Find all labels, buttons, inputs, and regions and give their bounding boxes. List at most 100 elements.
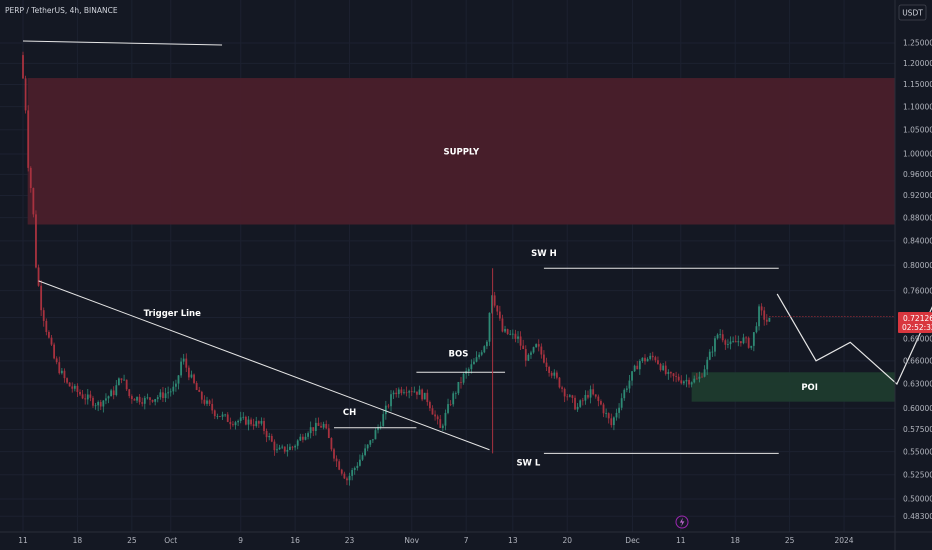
candle-body — [574, 397, 576, 410]
candle-body — [270, 436, 273, 442]
price-badge-bg — [898, 312, 932, 333]
candle-body — [286, 449, 289, 452]
candle-body — [138, 396, 141, 403]
y-tick-label: 0.60000 — [903, 404, 932, 413]
candle-body — [589, 389, 592, 398]
candle-body — [765, 319, 768, 322]
candle-body — [172, 386, 175, 392]
candle-body — [299, 436, 302, 441]
candle-body — [255, 421, 258, 427]
candle-body — [631, 371, 633, 381]
candle-body — [234, 422, 237, 426]
candle-body — [410, 391, 413, 393]
candle-body — [452, 393, 455, 405]
candle-body — [677, 376, 680, 381]
candle-body — [50, 337, 53, 345]
candle-body — [524, 349, 527, 361]
candle-body — [662, 365, 665, 370]
candle-body — [203, 399, 206, 404]
candle-body — [737, 341, 740, 343]
candle-body — [120, 378, 123, 380]
candle-body — [664, 365, 667, 374]
candle-body — [86, 394, 89, 400]
candle-body — [384, 405, 387, 415]
candle-body — [187, 367, 190, 378]
candle-body — [22, 55, 24, 79]
candle-body — [688, 379, 690, 385]
candle-body — [615, 412, 618, 418]
currency-button[interactable]: USDT — [898, 4, 927, 21]
candle-body — [460, 381, 462, 383]
candle-body — [395, 392, 398, 395]
candle-body — [527, 354, 530, 361]
y-tick-label: 1.25000 — [903, 39, 932, 48]
candle-body — [594, 394, 597, 397]
candle-body — [66, 378, 68, 383]
candle-body — [654, 357, 657, 361]
x-axis[interactable]: 11 18 25 Oct 9 16 23 Nov 7 13 20 Dec 11 18 25 2024 — [0, 531, 932, 545]
candle-body — [387, 405, 390, 407]
candle-body — [693, 378, 696, 383]
candle-body — [164, 393, 167, 399]
candle-body — [597, 396, 600, 402]
y-tick-label: 0.69000 — [903, 334, 932, 343]
candle-body — [680, 380, 683, 384]
y-tick-label: 0.80000 — [903, 261, 932, 270]
candle-body — [330, 438, 333, 450]
zones: SUPPLY POI — [27, 78, 896, 402]
candle-body — [550, 372, 553, 376]
candle-body — [537, 344, 540, 347]
y-tick-label: 0.66000 — [903, 357, 932, 366]
candle-body — [48, 331, 50, 338]
candle-body — [763, 310, 766, 320]
candle-body — [325, 423, 328, 429]
candle-body — [32, 188, 35, 215]
candle-body — [447, 404, 449, 413]
candle-body — [146, 397, 149, 399]
candle-body — [252, 424, 255, 427]
candle-body — [750, 345, 753, 348]
y-tick-label: 0.63000 — [903, 380, 932, 389]
replay-lightning-icon[interactable] — [675, 515, 689, 529]
candle-body — [244, 416, 247, 425]
sw-h-label: SW H — [531, 249, 557, 259]
candle-body — [208, 400, 211, 404]
candle-body — [672, 373, 675, 377]
x-tick-label: 23 — [345, 536, 355, 545]
candle-body — [327, 428, 330, 439]
candle-body — [716, 334, 719, 339]
candle-body — [449, 404, 452, 405]
candle-body — [721, 334, 724, 341]
candle-body — [690, 382, 693, 385]
y-tick-label: 1.15000 — [903, 80, 932, 89]
candle-body — [112, 390, 115, 396]
candle-body — [133, 399, 136, 401]
candle-body — [478, 354, 481, 358]
candle-body — [89, 394, 92, 398]
candle-body — [198, 389, 201, 392]
candle-body — [143, 397, 146, 404]
candle-body — [576, 406, 579, 410]
candle-body — [180, 361, 182, 376]
candle-body — [219, 416, 221, 417]
candle-body — [45, 320, 48, 332]
candle-body — [257, 421, 260, 424]
candle-body — [156, 397, 159, 400]
candle-body — [714, 338, 716, 352]
candle-body — [618, 407, 620, 413]
candle-body — [35, 214, 37, 268]
candle-body — [426, 392, 429, 403]
y-tick-label: 0.50000 — [903, 495, 932, 504]
candle-body — [151, 399, 154, 402]
candle-body — [42, 310, 45, 321]
candle-body — [268, 436, 271, 438]
candle-body — [620, 398, 623, 408]
trend-line-top — [22, 40, 223, 46]
candle-body — [571, 395, 574, 398]
candle-body — [105, 398, 107, 401]
candle-body — [755, 326, 758, 333]
candle-body — [509, 333, 512, 335]
candle-body — [312, 427, 315, 431]
candle-body — [99, 402, 102, 407]
